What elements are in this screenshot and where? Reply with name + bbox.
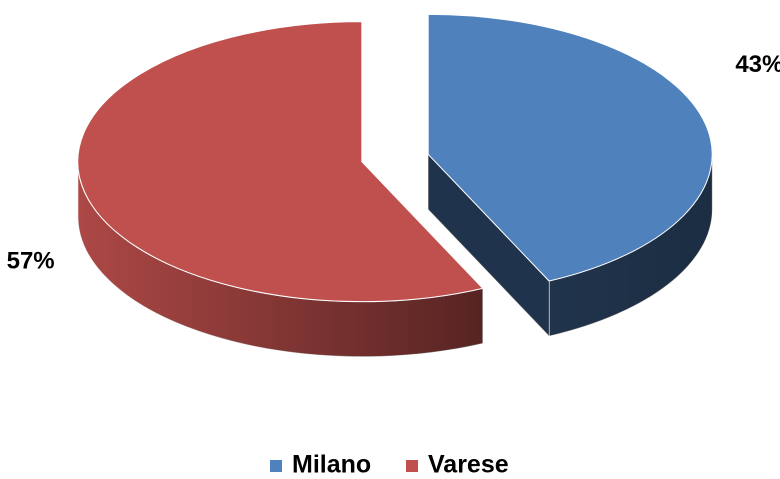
- legend-label: Milano: [292, 451, 371, 479]
- slice: [427, 13, 713, 282]
- data-label: 43%: [735, 51, 780, 78]
- slice-side-shade: [549, 154, 713, 337]
- slice: [77, 21, 484, 303]
- slice-side-shade: [77, 161, 483, 357]
- legend-swatch: [270, 460, 282, 472]
- slice-cut-shade: [428, 154, 550, 337]
- legend-swatch: [406, 460, 418, 472]
- legend-label: Varese: [428, 451, 509, 479]
- data-label: 57%: [7, 248, 55, 275]
